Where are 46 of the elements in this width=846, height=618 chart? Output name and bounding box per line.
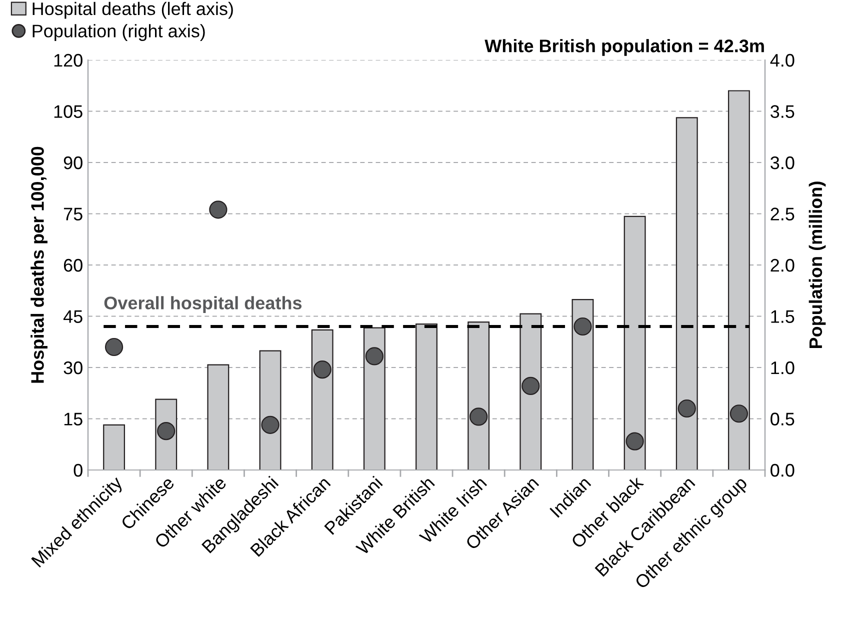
point xyxy=(626,432,644,450)
y2-tick-label: 3.0 xyxy=(770,156,794,170)
y-tick-label: 45 xyxy=(63,310,82,323)
point xyxy=(574,317,592,336)
y-tick-label: 30 xyxy=(64,361,82,374)
y2-tick-label: 2.0 xyxy=(770,258,794,272)
bar xyxy=(468,322,490,470)
bar xyxy=(311,329,334,470)
y-axis-title: Hospital deaths per 100,000 xyxy=(30,146,48,383)
point xyxy=(522,376,540,396)
point xyxy=(470,408,488,426)
y2-tick-label: 3.5 xyxy=(770,105,794,118)
bar xyxy=(624,216,646,470)
bar xyxy=(363,327,386,470)
point xyxy=(678,399,696,418)
bar xyxy=(520,313,542,470)
ref-line-label: Overall hospital deaths xyxy=(104,296,302,313)
point xyxy=(261,416,280,434)
legend-label: Hospital deaths (left axis) xyxy=(32,2,233,19)
point xyxy=(313,360,332,379)
y-tick-label: 75 xyxy=(64,208,82,220)
y2-axis-title: Population (million) xyxy=(808,182,826,348)
legend-label: Population (right axis) xyxy=(32,24,205,41)
point xyxy=(730,404,748,423)
y-tick-label: 105 xyxy=(54,105,82,118)
point xyxy=(365,347,384,366)
bar xyxy=(103,424,126,470)
bar xyxy=(728,90,750,470)
y-tick-label: 0 xyxy=(74,464,82,477)
y-tick-label: 90 xyxy=(64,156,82,170)
y-tick-label: 15 xyxy=(64,412,82,426)
point xyxy=(209,200,228,219)
y2-tick-label: 0.0 xyxy=(770,464,794,477)
bar xyxy=(416,324,438,470)
y2-tick-label: 1.0 xyxy=(771,361,794,374)
bar xyxy=(676,117,698,470)
y2-tick-label: 2.5 xyxy=(770,208,794,220)
y2-tick-label: 0.5 xyxy=(770,412,794,426)
y2-tick-label: 1.5 xyxy=(771,310,794,323)
bar xyxy=(207,364,230,470)
y-tick-label: 120 xyxy=(54,54,82,67)
point xyxy=(104,338,124,356)
text: White British population = 42.3m xyxy=(484,39,764,56)
y-tick-label: 60 xyxy=(64,258,82,272)
bar xyxy=(572,298,594,470)
y2-tick-label: 4.0 xyxy=(770,54,794,67)
